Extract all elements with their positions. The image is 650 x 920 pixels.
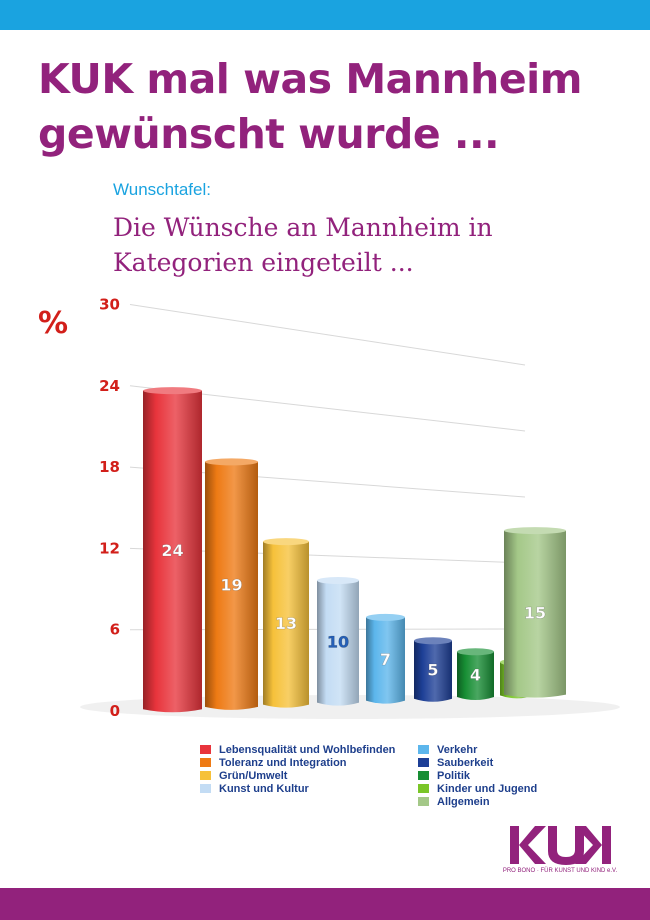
legend-swatch — [200, 745, 211, 754]
legend-label: Toleranz und Integration — [219, 756, 347, 769]
legend-label: Sauberkeit — [437, 756, 494, 769]
legend-label: Kunst und Kultur — [219, 782, 309, 795]
legend-item: Kinder und Jugend — [418, 782, 537, 795]
bar-3: 13 — [263, 538, 309, 708]
gridline — [129, 304, 526, 366]
legend-item: Lebensqualität und Wohlbefinden — [200, 743, 395, 756]
bar-top — [457, 648, 494, 656]
page-title: KUK mal was Mannheim gewünscht wurde ... — [38, 55, 582, 158]
y-tick-label: 18 — [99, 458, 120, 476]
y-tick-label: 30 — [99, 296, 120, 314]
bar-body — [366, 614, 405, 704]
chart-subtitle: Die Wünsche an Mannheim in Kategorien ei… — [113, 213, 493, 277]
legend-swatch — [418, 745, 429, 754]
legend-item: Toleranz und Integration — [200, 756, 395, 769]
bar-chart: 061218243024191310754315 — [80, 296, 620, 720]
bar-7: 4 — [457, 648, 494, 701]
y-tick-label: 12 — [99, 539, 120, 557]
y-axis-unit: % — [38, 306, 69, 341]
legend-swatch — [200, 758, 211, 767]
bar-top — [317, 577, 359, 585]
bar-body — [457, 648, 494, 701]
bar-value-label: 24 — [161, 541, 183, 560]
bar-body — [317, 577, 359, 706]
bar-body — [414, 637, 452, 702]
y-tick-label: 24 — [99, 377, 120, 395]
bottom-color-bar — [0, 888, 650, 920]
bar-value-label: 10 — [327, 633, 349, 652]
bar-body — [143, 387, 202, 713]
legend-label: Grün/Umwelt — [219, 769, 288, 782]
kuk-tagline: PRO BONO · FÜR KUNST UND KIND e.V. — [502, 868, 618, 874]
legend-swatch — [418, 771, 429, 780]
bar-top — [205, 458, 258, 466]
legend-item: Politik — [418, 769, 537, 782]
legend-item: Grün/Umwelt — [200, 769, 395, 782]
legend-swatch — [418, 797, 429, 806]
bar-top — [263, 538, 309, 546]
bar-top — [414, 637, 452, 645]
kuk-logo — [510, 826, 611, 865]
bar-value-label: 15 — [524, 604, 546, 623]
legend-label: Lebensqualität und Wohlbefinden — [219, 743, 396, 756]
bar-value-label: 5 — [427, 661, 438, 680]
legend-label: Kinder und Jugend — [437, 782, 538, 795]
bar-2: 19 — [205, 458, 258, 710]
legend-item: Kunst und Kultur — [200, 782, 395, 795]
bar-value-label: 4 — [470, 665, 481, 684]
legend-item: Allgemein — [418, 795, 537, 808]
legend-swatch — [418, 758, 429, 767]
bar-value-label: 7 — [380, 650, 391, 669]
bar-top — [366, 613, 405, 621]
chart-legend-left: Lebensqualität und Wohlbefinden Toleranz … — [200, 743, 395, 795]
bar-5: 7 — [366, 613, 405, 704]
bar-9: 15 — [504, 527, 566, 698]
legend-swatch — [200, 784, 211, 793]
bar-6: 5 — [414, 637, 452, 702]
chart-legend-right: Verkehr Sauberkeit Politik Kinder und Jugen… — [418, 743, 537, 808]
bar-body — [504, 527, 566, 698]
bar-body — [263, 538, 309, 708]
bar-top — [504, 527, 566, 535]
legend-item: Verkehr — [418, 743, 537, 756]
y-tick-label: 6 — [110, 621, 120, 639]
bar-1: 24 — [143, 387, 202, 713]
legend-label: Verkehr — [437, 743, 478, 756]
y-tick-label: 0 — [110, 702, 120, 720]
chart-subhead: Wunschtafel: — [113, 180, 211, 199]
top-color-bar — [0, 0, 650, 30]
legend-label: Allgemein — [437, 795, 490, 808]
legend-item: Sauberkeit — [418, 756, 537, 769]
bar-body — [205, 458, 258, 710]
legend-swatch — [418, 784, 429, 793]
legend-label: Politik — [437, 769, 471, 782]
bar-4: 10 — [317, 577, 359, 706]
bar-value-label: 19 — [220, 575, 242, 594]
legend-swatch — [200, 771, 211, 780]
bar-value-label: 13 — [275, 614, 297, 633]
bar-top — [143, 387, 202, 395]
